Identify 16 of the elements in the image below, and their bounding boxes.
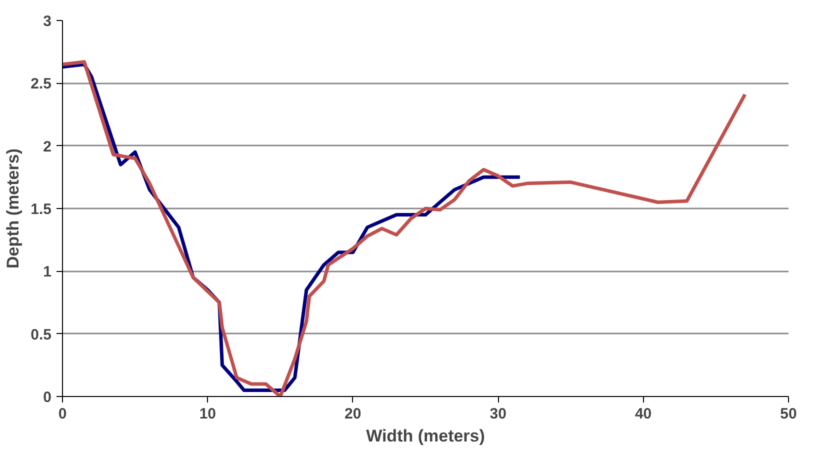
y-tick-label: 2.5 (30, 76, 52, 93)
y-axis-title: Depth (meters) (4, 148, 23, 268)
x-tick-label: 30 (490, 406, 506, 422)
y-tick-label: 1 (43, 264, 52, 281)
y-tick-label: 1.5 (30, 201, 52, 218)
y-tick-label: 3 (43, 13, 52, 30)
line-series (62, 60, 747, 396)
x-tick-label: 50 (780, 406, 797, 422)
x-axis-title: Width (meters) (366, 426, 485, 446)
x-tick-label: 20 (344, 406, 362, 422)
y-tick-label: 0.5 (30, 326, 52, 344)
y-tick-label: 0 (43, 389, 52, 406)
x-tick-label: 40 (634, 406, 652, 422)
x-tick-label: 10 (199, 406, 216, 422)
y-tick-label: 2 (43, 138, 52, 156)
x-tick-label: 0 (58, 406, 67, 422)
